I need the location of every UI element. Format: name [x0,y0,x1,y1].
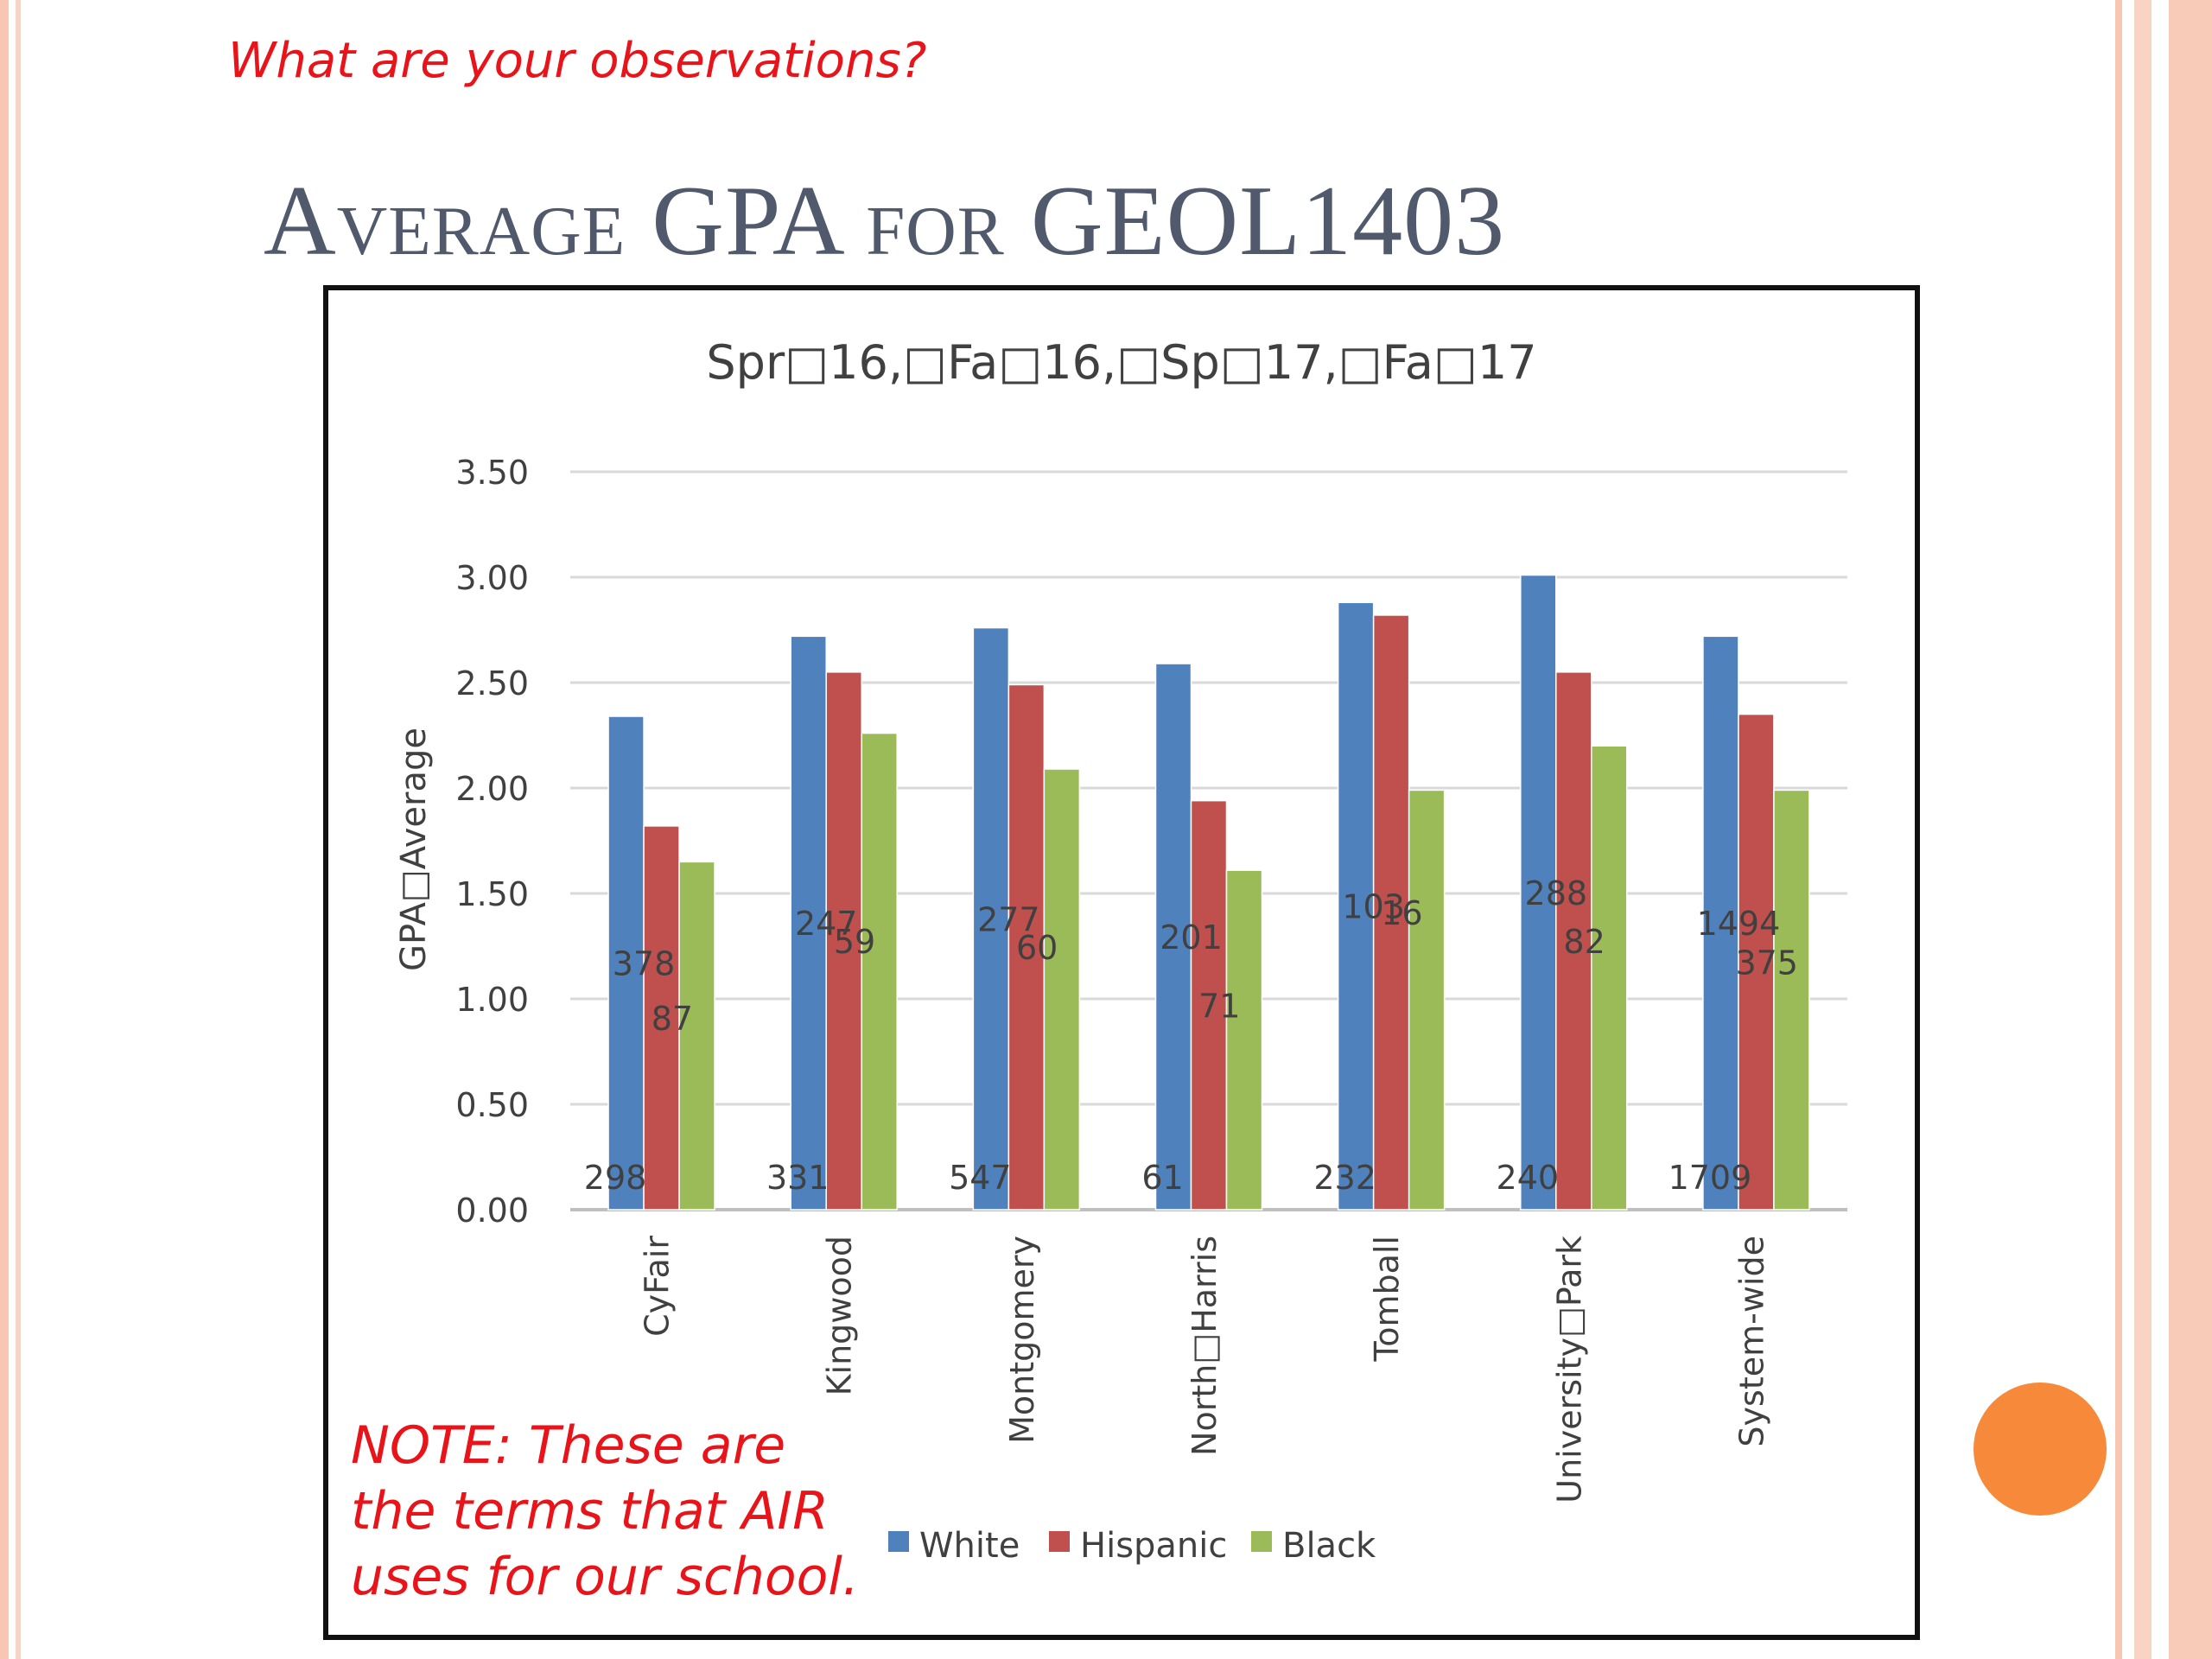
slide-border-right [2134,0,2152,1659]
x-tick-label: Kingwood [821,1236,859,1395]
data-label-hispanic: 201 [1160,918,1223,957]
y-tick-label: 2.00 [455,770,529,808]
x-tick-label: University□Park [1550,1236,1588,1503]
y-axis-label: GPA□Average [394,728,434,971]
bar-hispanic [825,671,862,1211]
bar-black [861,732,898,1211]
data-label-hispanic: 277 [977,900,1040,938]
slide-border-left-inner [16,0,21,1659]
note-line: uses for our school. [351,1547,860,1607]
slide-border-right-outer [2169,0,2212,1659]
data-label-white: 298 [584,1159,647,1197]
legend-swatch-black [1251,1531,1272,1552]
legend-label-white: White [919,1526,1020,1566]
data-label-hispanic: 288 [1525,874,1588,912]
observations-prompt: What are your observations? [228,33,927,89]
x-tick-label: System-wide [1732,1236,1770,1447]
data-label-black: 375 [1735,944,1798,982]
bar-white [790,635,827,1211]
data-label-white: 232 [1313,1159,1376,1197]
data-label-hispanic: 103 [1342,888,1405,926]
data-label-black: 87 [652,1000,693,1038]
data-label-white: 61 [1141,1159,1183,1197]
data-label-black: 71 [1198,987,1240,1025]
bar-black [1408,789,1446,1211]
data-label-white: 547 [949,1159,1012,1197]
data-label-hispanic: 247 [795,905,858,943]
x-tick-label: CyFair [639,1236,677,1337]
bar-black [1773,789,1810,1211]
bar-hispanic [643,825,680,1211]
legend-label-black: Black [1282,1526,1376,1566]
note-text: NOTE: These are the terms that AIR uses … [351,1413,859,1610]
x-tick-label: Tomball [1368,1236,1406,1363]
note-line: NOTE: These are [351,1415,786,1476]
legend-swatch-hispanic [1049,1531,1070,1552]
y-tick-label: 1.00 [455,981,529,1019]
y-tick-label: 3.50 [455,454,529,492]
bar-hispanic [1372,614,1410,1211]
data-label-white: 240 [1497,1159,1560,1197]
data-label-black: 16 [1381,894,1422,932]
bar-white [1702,635,1739,1211]
y-tick-label: 1.50 [455,875,529,913]
bar-white [1520,574,1557,1211]
decorative-orange-circle [1974,1382,2107,1516]
slide-border-left [0,0,9,1659]
data-label-black: 59 [834,923,875,961]
slide-border-right-inner [2115,0,2122,1659]
chart-frame: Spr□16,□Fa□16,□Sp□17,□Fa□17 0.00 0.50 1.00 1… [323,285,1920,1640]
bar-hispanic [1007,683,1046,1211]
y-tick-label: 3.00 [455,559,529,597]
data-label-black: 82 [1563,923,1605,961]
bar-white [972,626,1010,1211]
data-label-hispanic: 1494 [1697,905,1781,943]
x-tick-label: Montgomery [1003,1236,1041,1444]
y-tick-label: 0.00 [455,1192,529,1230]
legend-swatch-white [888,1531,909,1552]
bar-black [1043,768,1081,1211]
legend-label-hispanic: Hispanic [1080,1526,1227,1566]
bar-white [1154,663,1192,1211]
bar-black [1591,745,1628,1211]
bar-black [1225,869,1263,1211]
data-label-hispanic: 378 [613,945,676,983]
y-tick-label: 0.50 [455,1086,529,1124]
data-label-white: 1709 [1669,1159,1752,1197]
chart-title: Spr□16,□Fa□16,□Sp□17,□Fa□17 [706,335,1536,390]
bar-black [678,861,715,1211]
data-label-white: 331 [766,1159,830,1197]
bar-white [1337,601,1375,1211]
data-label-black: 60 [1016,929,1058,967]
slide-title: Average GPA for GEOL1403 [264,166,1506,276]
y-tick-label: 2.50 [455,664,529,702]
note-line: the terms that AIR [351,1481,829,1541]
gpa-bar-chart: Spr□16,□Fa□16,□Sp□17,□Fa□17 0.00 0.50 1.00 1… [394,335,1847,1566]
x-tick-label: North□Harris [1185,1236,1224,1456]
bar-hispanic [1555,671,1592,1211]
